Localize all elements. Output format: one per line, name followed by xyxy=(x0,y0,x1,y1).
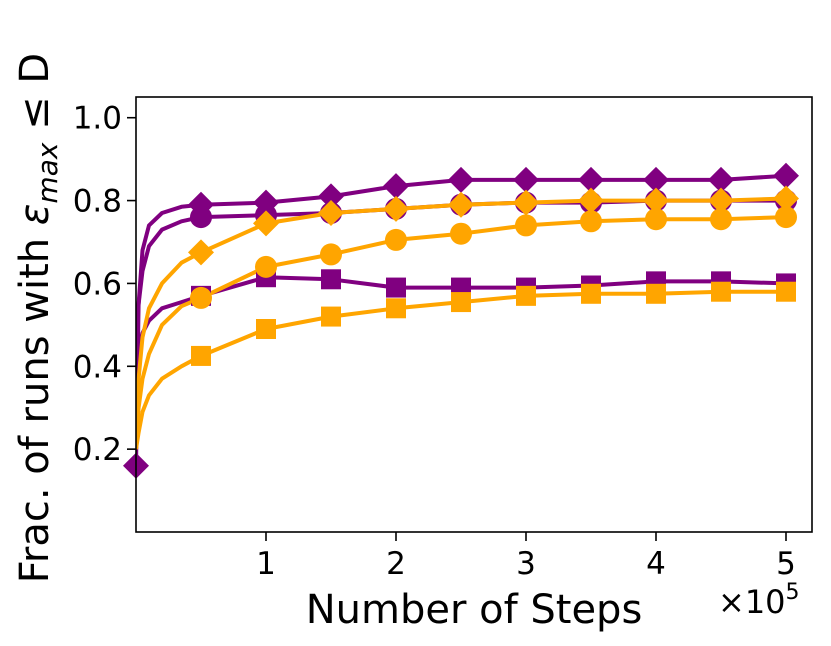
data-point-orange-diamond xyxy=(578,187,604,214)
data-point-orange-square xyxy=(646,283,666,304)
data-point-orange-circle xyxy=(190,286,212,309)
y-axis-label-text: Frac. of runs with xyxy=(12,225,58,583)
x-axis-label: Number of Steps xyxy=(306,587,643,633)
data-point-purple-diamond xyxy=(643,166,669,193)
y-axis-label-tail: ≤ D xyxy=(12,53,58,143)
data-point-orange-square xyxy=(256,319,276,339)
data-point-purple-diamond xyxy=(773,162,799,189)
data-point-orange-diamond xyxy=(708,187,734,214)
data-point-orange-diamond xyxy=(318,200,344,226)
y-tick-label: 0.4 xyxy=(73,349,122,385)
data-point-orange-circle xyxy=(255,255,277,278)
data-point-purple-circle xyxy=(190,206,212,229)
data-point-orange-square xyxy=(516,285,536,306)
series-line-orange-circle xyxy=(136,215,787,450)
data-point-orange-circle xyxy=(320,243,342,266)
y-axis-label: Frac. of runs with εmax ≤ D xyxy=(12,53,64,583)
data-point-orange-circle xyxy=(385,228,407,251)
x-tick-label: 3 xyxy=(516,546,536,582)
data-point-orange-circle xyxy=(580,210,602,233)
data-point-orange-diamond xyxy=(383,195,409,222)
series-line-purple-diamond xyxy=(136,173,787,466)
data-point-orange-square xyxy=(321,306,341,327)
series-layer xyxy=(136,173,787,466)
data-point-orange-circle xyxy=(450,222,472,245)
data-point-orange-square xyxy=(386,298,406,319)
x-tick-label: 1 xyxy=(256,546,276,582)
data-point-orange-square xyxy=(451,292,471,313)
data-point-orange-square xyxy=(191,345,211,366)
x-axis-multiplier-exponent: 5 xyxy=(786,580,800,605)
data-point-purple-diamond xyxy=(383,173,409,200)
marker-layer xyxy=(123,162,799,479)
y-tick-label: 1.0 xyxy=(73,101,122,137)
data-point-orange-circle xyxy=(645,208,667,231)
data-point-orange-square xyxy=(581,283,601,304)
data-point-orange-diamond xyxy=(773,185,799,212)
y-tick-label: 0.8 xyxy=(73,184,122,220)
x-axis-ticks: 1 2 3 4 5 xyxy=(256,532,796,582)
x-tick-label: 2 xyxy=(386,546,406,582)
data-point-orange-diamond xyxy=(643,187,669,214)
y-axis-label-symbol: ε xyxy=(12,204,58,226)
data-point-orange-diamond xyxy=(188,239,214,266)
data-point-purple-square xyxy=(386,277,406,298)
data-point-purple-diamond xyxy=(578,166,604,193)
data-point-orange-square xyxy=(776,281,796,302)
y-axis-label-subscript: max xyxy=(31,142,64,203)
plot-frame xyxy=(135,96,813,533)
data-point-orange-circle xyxy=(515,214,537,237)
x-tick-label: 4 xyxy=(646,546,666,582)
data-point-purple-diamond xyxy=(318,183,344,210)
x-axis-multiplier: ×105 xyxy=(718,580,800,621)
series-line-orange-square xyxy=(136,289,786,450)
data-point-orange-diamond xyxy=(253,210,279,237)
x-axis-multiplier-base: ×10 xyxy=(718,583,786,621)
data-point-orange-diamond xyxy=(513,189,539,216)
plot-background xyxy=(136,97,812,532)
y-tick-label: 0.6 xyxy=(73,266,122,302)
data-point-purple-square xyxy=(321,269,341,290)
data-point-orange-circle xyxy=(775,206,797,229)
data-point-orange-diamond xyxy=(448,191,474,218)
x-tick-label: 5 xyxy=(776,546,796,582)
data-point-purple-diamond xyxy=(708,166,734,193)
data-point-purple-diamond xyxy=(448,166,474,193)
y-tick-label: 0.2 xyxy=(73,432,122,468)
data-point-purple-diamond xyxy=(513,166,539,193)
data-point-orange-circle xyxy=(710,208,732,231)
y-axis-ticks: 0.2 0.4 0.6 0.8 1.0 xyxy=(73,101,136,468)
series-line-orange-diamond xyxy=(136,196,787,450)
data-point-orange-square xyxy=(711,281,731,302)
